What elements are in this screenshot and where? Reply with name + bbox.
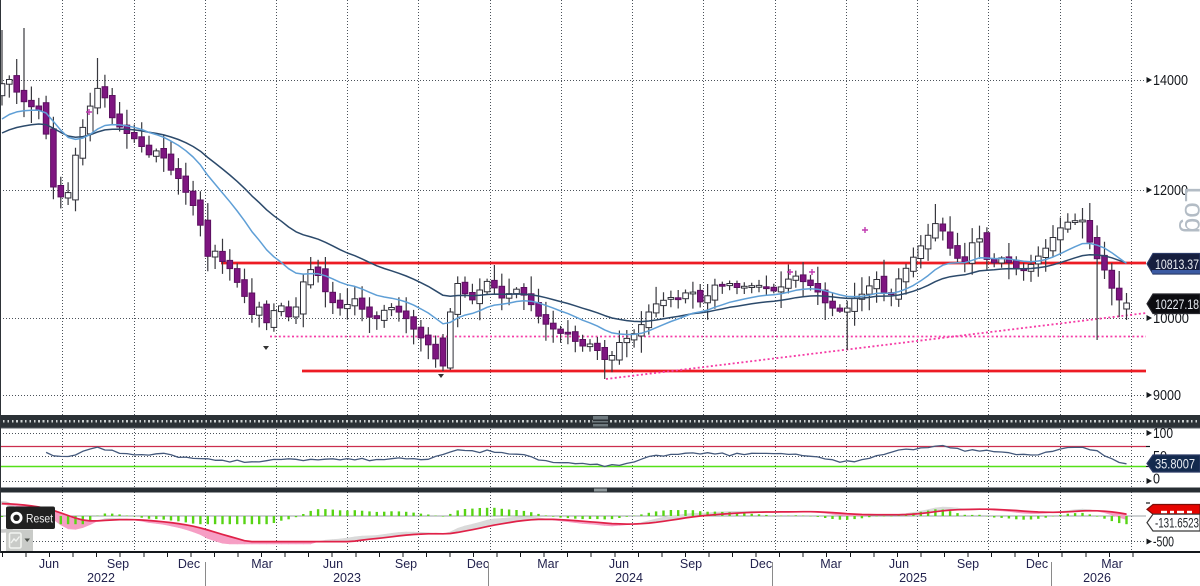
svg-text:35.8007: 35.8007 (1155, 456, 1195, 472)
svg-text:100: 100 (1153, 426, 1173, 442)
svg-text:10000: 10000 (1153, 311, 1189, 327)
svg-text:2024: 2024 (615, 571, 643, 585)
svg-text:10813.37: 10813.37 (1155, 256, 1199, 272)
svg-text:Log: Log (1179, 187, 1200, 234)
svg-text:Dec: Dec (1026, 557, 1048, 571)
svg-text:2022: 2022 (87, 571, 115, 585)
svg-text:Mar: Mar (251, 557, 273, 571)
svg-text:Sep: Sep (680, 557, 702, 571)
svg-text:Sep: Sep (957, 557, 979, 571)
svg-text:2023: 2023 (333, 571, 361, 585)
svg-text:Dec: Dec (178, 557, 200, 571)
svg-text:Jun: Jun (609, 557, 629, 571)
svg-text:-131.6523: -131.6523 (1155, 515, 1199, 531)
svg-text:Jun: Jun (39, 557, 59, 571)
svg-text:Mar: Mar (537, 557, 559, 571)
svg-text:10227.18: 10227.18 (1155, 296, 1199, 312)
svg-text:2026: 2026 (1083, 571, 1111, 585)
svg-text:Jun: Jun (889, 557, 909, 571)
svg-text:Sep: Sep (395, 557, 417, 571)
svg-text:9000: 9000 (1153, 388, 1181, 404)
svg-text:Mar: Mar (820, 557, 842, 571)
svg-text:Sep: Sep (107, 557, 129, 571)
svg-text:-500: -500 (1153, 535, 1174, 551)
svg-text:Jun: Jun (323, 557, 343, 571)
svg-text:Mar: Mar (1101, 557, 1123, 571)
svg-text:14000: 14000 (1153, 73, 1188, 89)
svg-text:Dec: Dec (750, 557, 772, 571)
svg-text:12000: 12000 (1153, 183, 1188, 199)
svg-text:0: 0 (1153, 472, 1160, 488)
svg-text:Reset: Reset (26, 512, 54, 526)
svg-text:2025: 2025 (899, 571, 927, 585)
svg-text:Dec: Dec (467, 557, 489, 571)
